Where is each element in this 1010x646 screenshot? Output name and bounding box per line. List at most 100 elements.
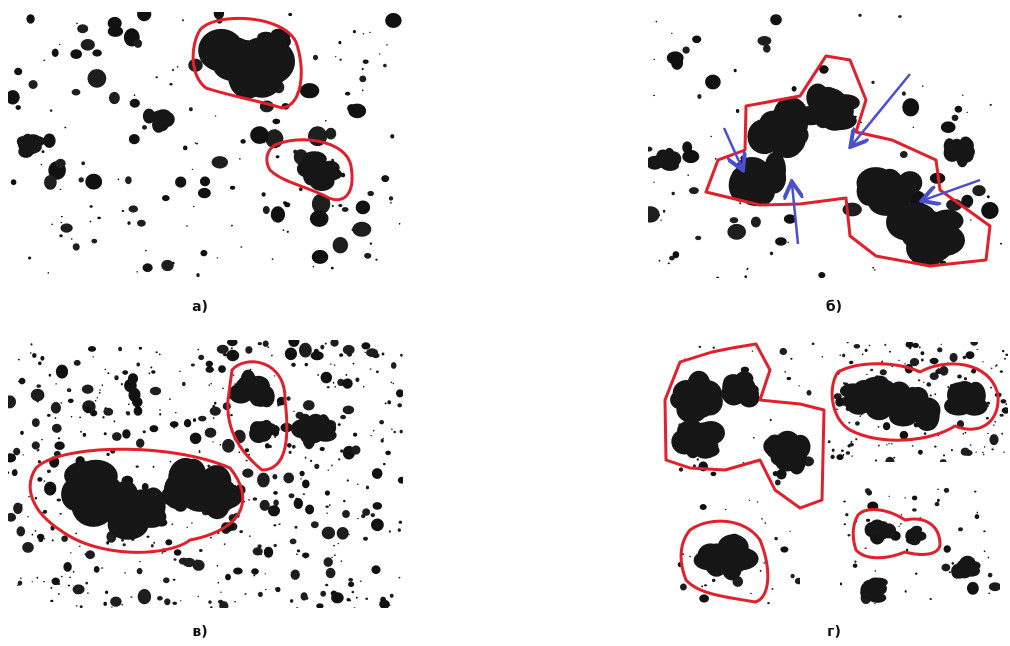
speck [886,444,888,445]
speck [348,578,353,581]
speck [963,433,965,435]
speck [240,139,245,144]
speck [143,430,146,433]
speck [172,69,174,71]
speck [795,578,802,585]
speck [855,438,857,440]
speck [889,351,891,353]
speck [970,444,972,445]
speck [363,60,369,64]
speck [398,528,401,532]
speck [22,454,24,455]
speck [912,496,917,501]
speck [284,202,290,207]
speck [790,358,792,360]
speck [667,51,684,64]
speck [725,509,727,511]
speck [704,600,706,602]
speck [878,426,880,428]
speck [659,260,661,262]
speck [108,26,123,37]
speck [55,417,57,419]
speck [52,539,54,541]
speck [385,13,401,28]
speck [263,206,270,214]
particle [24,141,41,154]
speck [291,363,296,367]
speck [150,425,159,432]
speck [880,369,887,375]
speck [343,406,354,415]
speck [918,379,920,381]
speck [320,447,325,451]
speck [32,441,40,449]
speck [761,518,763,520]
speck [84,405,91,413]
speck [288,13,292,16]
speck [134,39,142,48]
speck [138,589,151,604]
speck [865,548,867,549]
speck [370,368,372,369]
speck [20,578,22,579]
speck [383,64,387,68]
speck [921,359,924,362]
speck [712,579,715,582]
speck [136,465,139,467]
speck [79,177,84,182]
speck [320,345,324,350]
speck [265,573,267,574]
speck [353,363,355,365]
speck [333,595,339,600]
speck [61,576,63,578]
speck [356,597,358,599]
speck [193,206,195,207]
speck [347,479,349,481]
speck [175,412,177,413]
speck [874,269,876,270]
speck [351,445,360,454]
speck [841,450,844,452]
micrograph [670,343,824,511]
speck [736,109,739,113]
speck [966,112,968,113]
speck [40,356,44,361]
speck [272,119,280,125]
speck [773,471,779,476]
speck [360,581,362,582]
speck [132,397,143,407]
speck [939,366,948,376]
speck [353,30,356,33]
speck [6,90,20,104]
speck [689,187,699,194]
speck [177,66,179,68]
speck [91,239,97,244]
speck [105,369,107,371]
speck [337,527,349,540]
speck [107,372,109,374]
speck [217,257,219,258]
speck [855,421,860,425]
speck [173,579,176,581]
speck [49,374,52,377]
speck [110,597,121,607]
speck [363,33,365,35]
particle [257,32,274,43]
speck [71,416,73,418]
speck [348,582,354,588]
speck [249,535,251,537]
speck [342,378,352,388]
speck [341,560,343,562]
speck [390,594,394,598]
speck [89,205,92,207]
speck [987,195,990,198]
speck [95,400,97,402]
speck [99,392,101,394]
speck [353,433,357,437]
speck [73,571,75,573]
speck [758,36,772,46]
speck [18,381,20,383]
particle [117,493,144,530]
speck [190,433,202,444]
panel-label: г) [827,624,841,640]
